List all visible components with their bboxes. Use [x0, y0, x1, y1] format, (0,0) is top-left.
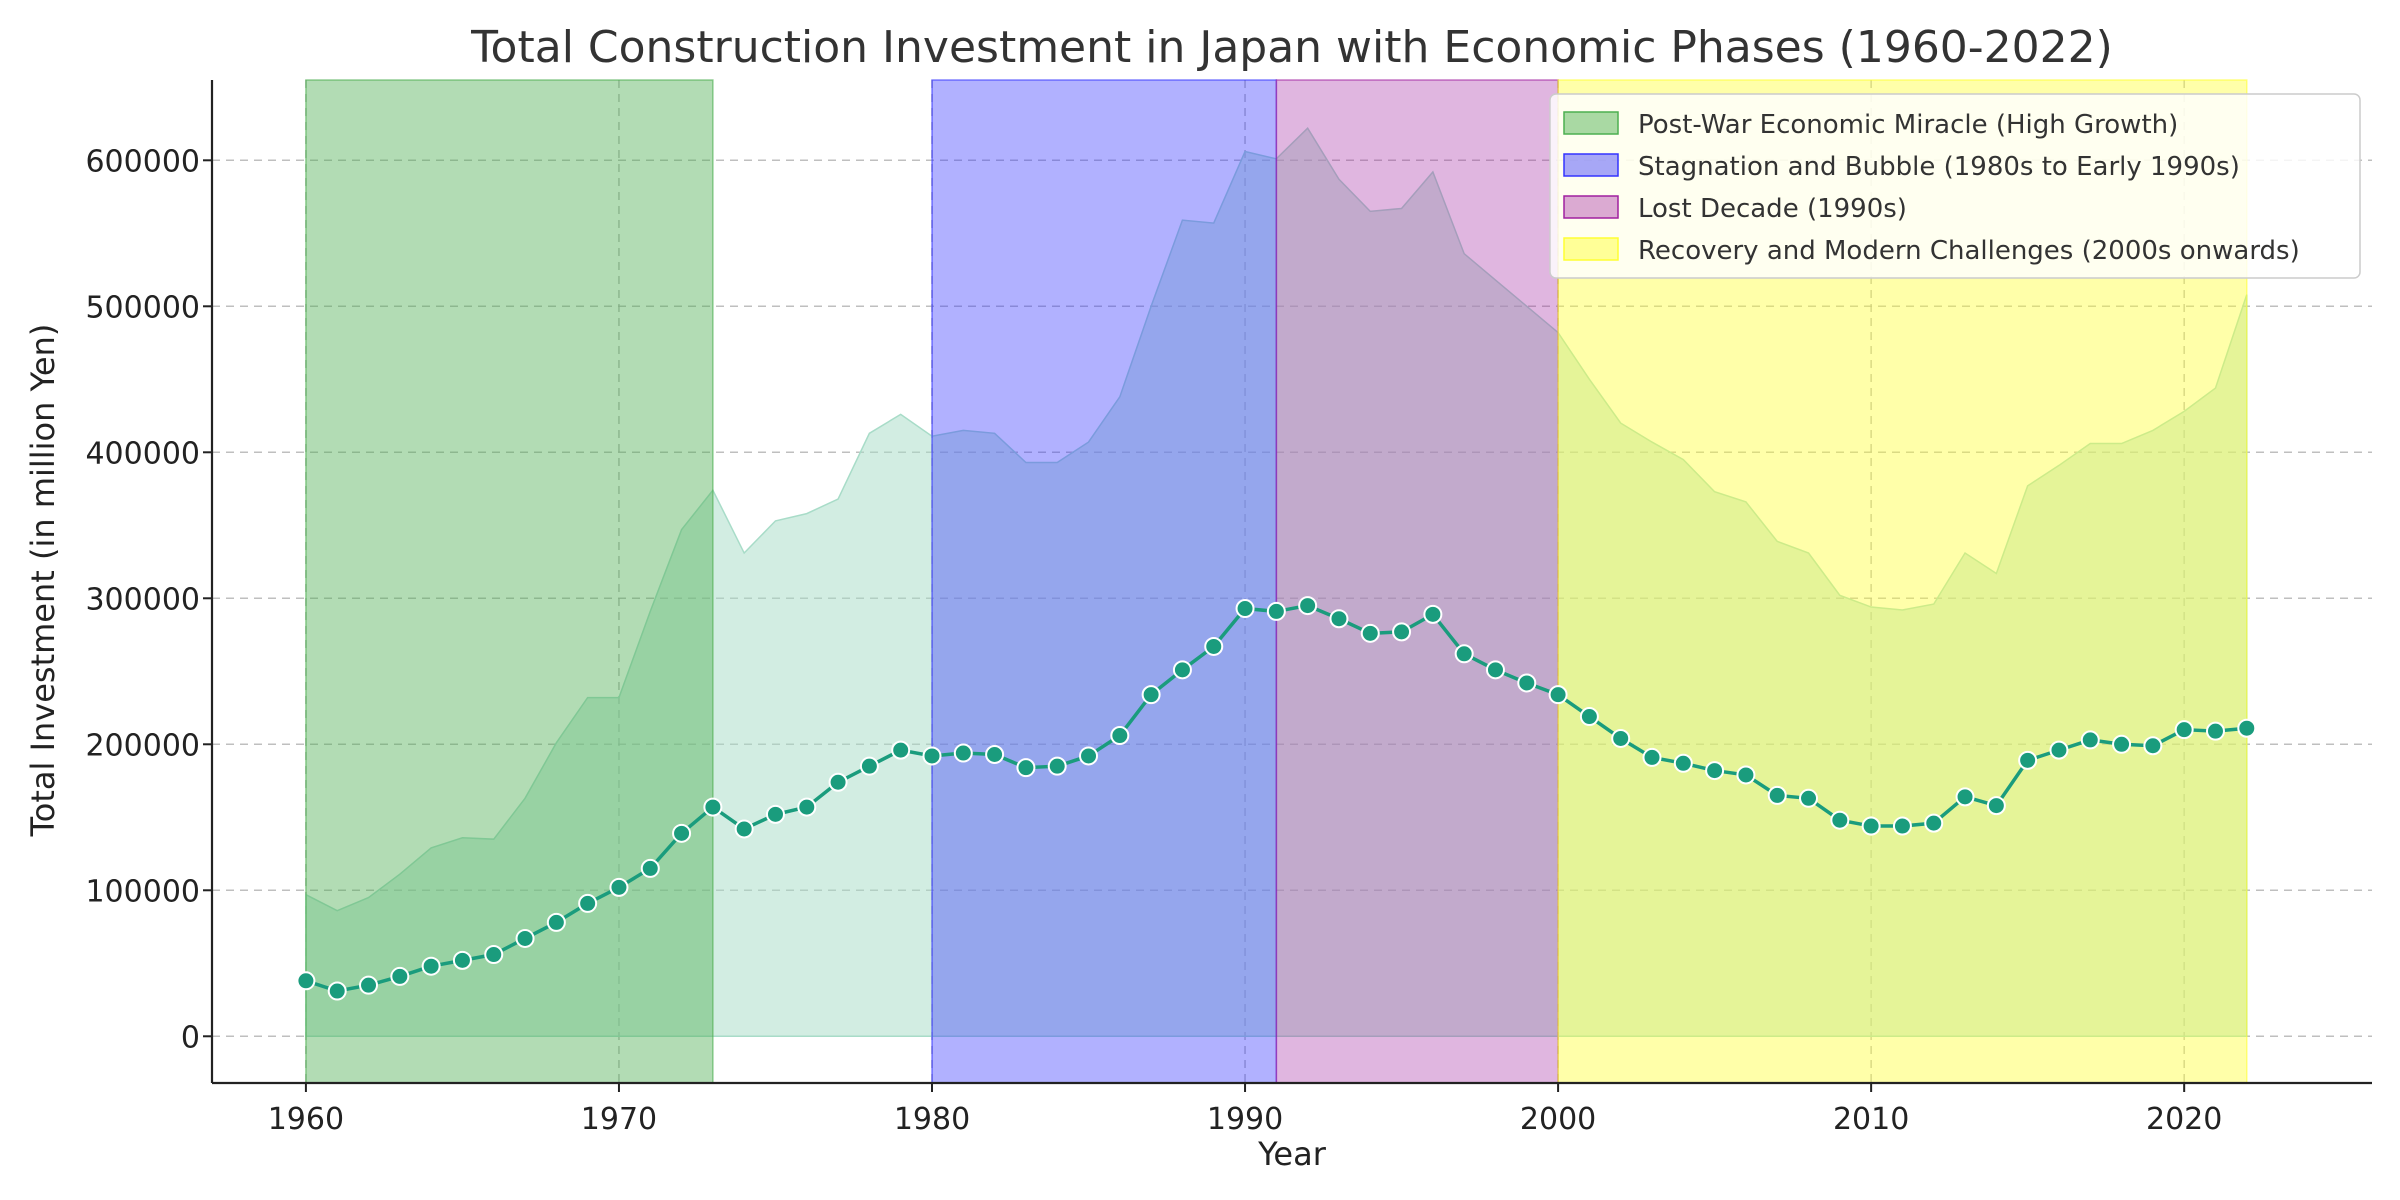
data-point [1047, 756, 1067, 776]
data-point [1611, 728, 1631, 748]
x-tick-label: 1960 [268, 1102, 344, 1137]
data-point [765, 804, 785, 824]
data-point [985, 745, 1005, 765]
data-point [2018, 750, 2038, 770]
data-point [546, 912, 566, 932]
data-point [1830, 810, 1850, 830]
data-point [1485, 660, 1505, 680]
data-point [1892, 816, 1912, 836]
data-point [1266, 601, 1286, 621]
data-point [1079, 746, 1099, 766]
data-point [1141, 685, 1161, 705]
data-point [859, 756, 879, 776]
data-point [640, 858, 660, 878]
data-point [1392, 622, 1412, 642]
data-point [1673, 753, 1693, 773]
data-point [359, 975, 379, 995]
data-point [327, 981, 347, 1001]
data-point [1016, 758, 1036, 778]
data-point [2237, 718, 2257, 738]
data-point [1110, 726, 1130, 746]
x-tick-label: 1970 [581, 1102, 657, 1137]
x-tick-label: 2020 [2146, 1102, 2222, 1137]
data-point [1423, 604, 1443, 624]
data-point [1172, 660, 1192, 680]
x-axis-label: Year [1257, 1135, 1327, 1173]
data-point [1955, 787, 1975, 807]
legend-box [1549, 93, 2361, 279]
data-point [578, 893, 598, 913]
y-tick-label: 0 [181, 1020, 200, 1055]
y-tick-label: 600000 [85, 144, 200, 179]
phase-span [1275, 79, 1559, 1084]
legend-label: Lost Decade (1990s) [1638, 194, 1907, 224]
data-point [484, 945, 504, 965]
data-point [953, 743, 973, 763]
data-point [2080, 730, 2100, 750]
data-point [922, 746, 942, 766]
y-tick-label: 300000 [85, 582, 200, 617]
legend: Post-War Economic Miracle (High Growth) S… [1549, 93, 2361, 279]
data-point [1705, 761, 1725, 781]
y-tick-label: 100000 [85, 874, 200, 909]
x-tick-label: 1980 [894, 1102, 970, 1137]
legend-swatch [1563, 153, 1619, 177]
data-point [1579, 707, 1599, 727]
data-point [1548, 685, 1568, 705]
legend-label: Post-War Economic Miracle (High Growth) [1638, 110, 2178, 140]
data-point [797, 797, 817, 817]
data-point [1767, 785, 1787, 805]
data-point [672, 823, 692, 843]
data-point [296, 971, 316, 991]
legend-swatch [1563, 237, 1619, 261]
phase-span [931, 79, 1278, 1084]
data-point [1204, 636, 1224, 656]
y-tick-label: 400000 [85, 436, 200, 471]
data-point [1861, 816, 1881, 836]
data-point [1329, 609, 1349, 629]
data-point [2112, 734, 2132, 754]
x-tick-label: 1990 [1207, 1102, 1283, 1137]
x-tick-label: 2000 [1520, 1102, 1596, 1137]
legend-label: Stagnation and Bubble (1980s to Early 19… [1638, 152, 2240, 182]
data-point [828, 772, 848, 792]
data-point [891, 740, 911, 760]
data-point [1360, 623, 1380, 643]
y-tick-label: 200000 [85, 728, 200, 763]
data-point [2049, 740, 2069, 760]
legend-swatch [1563, 195, 1619, 219]
data-point [1799, 788, 1819, 808]
data-point [734, 819, 754, 839]
data-point [1736, 765, 1756, 785]
data-point [452, 950, 472, 970]
data-point [1642, 747, 1662, 767]
data-point [1986, 796, 2006, 816]
data-point [1517, 673, 1537, 693]
y-axis-label: Total Investment (in million Yen) [24, 324, 62, 838]
x-tick-label: 2010 [1833, 1102, 1909, 1137]
chart-title: Total Construction Investment in Japan w… [470, 22, 2113, 73]
data-point [1924, 813, 1944, 833]
marker-layer [296, 596, 2257, 1001]
data-point [1298, 596, 1318, 616]
data-point [421, 956, 441, 976]
tick-layer: 1960 1970 1980 1990 2000 2010 2020 0 100000 20000… [85, 144, 2222, 1137]
legend-swatch [1563, 111, 1619, 135]
data-point [609, 877, 629, 897]
data-point [515, 928, 535, 948]
legend-label: Recovery and Modern Challenges (2000s on… [1638, 236, 2300, 266]
data-point [703, 797, 723, 817]
data-point [2143, 736, 2163, 756]
data-point [1235, 599, 1255, 619]
data-point [2174, 720, 2194, 740]
phase-span [305, 79, 714, 1084]
axis-layer [210, 80, 2372, 1085]
data-point [390, 966, 410, 986]
data-point [2205, 721, 2225, 741]
y-tick-label: 500000 [85, 290, 200, 325]
data-point [1454, 644, 1474, 664]
